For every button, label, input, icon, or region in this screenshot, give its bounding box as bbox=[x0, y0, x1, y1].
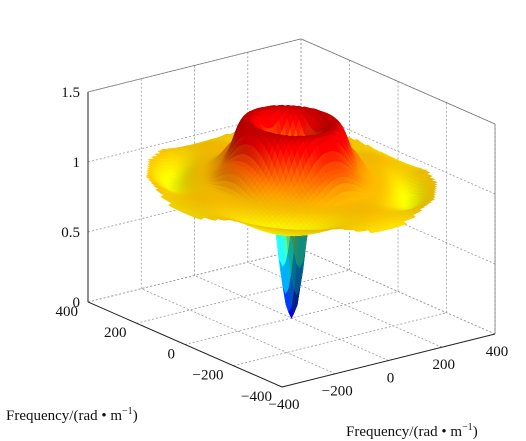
x-tick-label: −200 bbox=[193, 368, 224, 384]
z-tick-label: 1 bbox=[73, 155, 81, 171]
surface-patch bbox=[284, 228, 291, 231]
floor-grid-line bbox=[141, 288, 336, 375]
surface-patch bbox=[367, 229, 375, 234]
surface-patch bbox=[197, 215, 205, 220]
surface-patch bbox=[290, 229, 297, 231]
x-tick-label: 200 bbox=[104, 325, 127, 341]
x-axis-label: Frequency/(rad • m−1) bbox=[6, 406, 138, 424]
surface-patch bbox=[248, 223, 254, 226]
x-tick-label: 0 bbox=[168, 346, 176, 362]
surface-patch bbox=[341, 228, 348, 230]
y-tick-label: 400 bbox=[486, 344, 509, 360]
box-edge bbox=[87, 38, 302, 93]
surface-patch bbox=[273, 227, 280, 230]
wall-grid-line bbox=[87, 108, 302, 163]
surface-patch bbox=[296, 229, 302, 231]
surface-patch bbox=[333, 228, 340, 230]
surface-patch bbox=[352, 229, 361, 232]
wall-grid-line bbox=[300, 248, 496, 335]
surface-patch bbox=[231, 219, 238, 222]
surface bbox=[145, 104, 438, 319]
x-tick-label: −400 bbox=[241, 389, 272, 405]
z-tick-label: 0.5 bbox=[61, 225, 80, 241]
box-edge bbox=[300, 38, 496, 125]
y-axis-line bbox=[281, 333, 496, 388]
y-axis-label: Frequency/(rad • m−1) bbox=[346, 422, 478, 440]
surface-patch bbox=[223, 218, 229, 221]
y-tick-label: 0 bbox=[387, 370, 395, 386]
y-tick-label: 200 bbox=[433, 357, 456, 373]
surface-patch bbox=[239, 221, 246, 224]
z-tick-label: 1.5 bbox=[61, 85, 80, 101]
y-tick-label: −200 bbox=[322, 384, 353, 400]
tick-labels: 0 0.5 1 1.5 −400 −200 0 200 400 −400 −200 0 200 400 bbox=[56, 85, 509, 413]
z-tick-label: 0 bbox=[73, 295, 81, 311]
x-tick-label: 400 bbox=[56, 304, 79, 320]
surface-patch bbox=[279, 228, 285, 231]
surface-patch bbox=[256, 225, 263, 227]
x-axis-line bbox=[87, 301, 283, 388]
floor-grid-line bbox=[136, 269, 350, 324]
wall-grid-line bbox=[87, 248, 302, 303]
surface-patch bbox=[211, 217, 219, 221]
surface-patch bbox=[262, 226, 268, 228]
floor-grid-line bbox=[247, 261, 442, 348]
surface-patch bbox=[267, 227, 274, 229]
y-tick-label: −400 bbox=[269, 397, 300, 413]
